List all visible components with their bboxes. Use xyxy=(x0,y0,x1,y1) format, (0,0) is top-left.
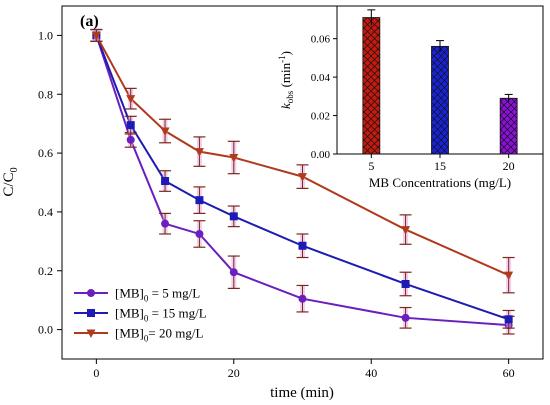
y-tick-label: 0.4 xyxy=(38,205,53,219)
series-line xyxy=(95,34,510,277)
x-tick-label: 0 xyxy=(93,366,99,380)
legend-item: [MB]0 = 5 mg/L xyxy=(74,286,200,304)
y-tick-label: 0.0 xyxy=(38,323,53,337)
x-tick-label: 20 xyxy=(228,366,240,380)
main-plot-frame xyxy=(61,5,544,360)
legend-marker xyxy=(87,309,95,317)
data-point xyxy=(194,148,204,157)
inset-bar-20: 20 xyxy=(499,93,518,173)
data-point xyxy=(229,212,238,221)
data-point xyxy=(161,219,170,228)
legend-label: [MB]0 = 5 mg/L xyxy=(115,286,200,304)
data-point xyxy=(195,229,204,238)
inset-y-axis: 0.00 0.02 0.04 0.06 xyxy=(311,34,337,161)
series-3 xyxy=(90,28,515,294)
main-x-axis-label: time (min) xyxy=(270,385,334,401)
inset-bars-group: 5 15 20 xyxy=(362,9,518,173)
bar-hatch xyxy=(431,45,449,155)
data-point xyxy=(298,294,307,303)
data-point xyxy=(161,177,170,186)
inset-x-tick-label: 15 xyxy=(434,159,446,173)
y-tick-label: 0.8 xyxy=(38,87,53,101)
y-tick-label: 0.2 xyxy=(38,264,53,278)
series-line xyxy=(95,35,509,327)
legend-item: [MB]0= 20 mg/L xyxy=(74,326,203,344)
main-x-axis: 0 20 40 60 xyxy=(93,359,515,380)
x-tick-label: 60 xyxy=(503,366,515,380)
data-point xyxy=(126,95,136,104)
inset-y-tick-label: 0.06 xyxy=(311,34,331,46)
bar-hatch xyxy=(499,97,518,155)
data-point xyxy=(504,315,513,324)
legend-marker xyxy=(87,289,95,297)
inset-y-axis-label: kobs (min-1) xyxy=(277,51,295,109)
data-point xyxy=(298,173,307,182)
panel-label: (a) xyxy=(80,13,99,30)
main-y-axis: 0.0 0.2 0.4 0.6 0.8 1.0 xyxy=(38,28,62,337)
data-point xyxy=(401,313,410,322)
inset-y-tick-label: 0.00 xyxy=(311,149,331,161)
legend-marker xyxy=(86,329,96,338)
data-point xyxy=(126,135,135,144)
inset-x-tick-label: 20 xyxy=(503,159,515,173)
inset-x-tick-label: 5 xyxy=(368,159,374,173)
y-tick-label: 1.0 xyxy=(38,28,53,42)
data-point xyxy=(401,226,411,235)
bar-hatch xyxy=(362,17,381,155)
y-tick-label: 0.6 xyxy=(38,146,53,160)
data-point xyxy=(401,279,410,288)
legend-item: [MB]0 = 15 mg/L xyxy=(74,306,207,324)
inset-y-tick-label: 0.02 xyxy=(311,111,330,123)
data-point xyxy=(126,121,135,130)
data-point xyxy=(504,271,514,281)
legend-label: [MB]0= 20 mg/L xyxy=(115,326,203,344)
legend: [MB]0 = 5 mg/L [MB]0 = 15 mg/L [MB]0= 20 m… xyxy=(74,286,207,344)
data-point xyxy=(91,31,101,41)
x-tick-label: 40 xyxy=(365,366,377,380)
data-point xyxy=(229,268,238,277)
main-y-axis-label: C/C0 xyxy=(1,167,20,196)
data-point xyxy=(298,241,307,250)
main-series-group xyxy=(90,28,515,335)
inset-chart: 0.00 0.02 0.04 0.06 5 15 20 MB Concentrations… xyxy=(277,5,544,190)
data-point xyxy=(160,127,170,137)
inset-bar-15: 15 xyxy=(431,40,449,173)
main-chart: 0 20 40 60 0.0 0.2 0.4 0.6 0.8 1.0 (a) time (min… xyxy=(1,5,544,401)
inset-bar-5: 5 xyxy=(362,9,381,173)
data-point xyxy=(229,153,239,163)
legend-label: [MB]0 = 15 mg/L xyxy=(115,306,207,324)
inset-y-tick-label: 0.04 xyxy=(311,72,331,84)
data-point xyxy=(195,196,204,205)
inset-x-axis-label: MB Concentrations (mg/L) xyxy=(369,175,511,190)
